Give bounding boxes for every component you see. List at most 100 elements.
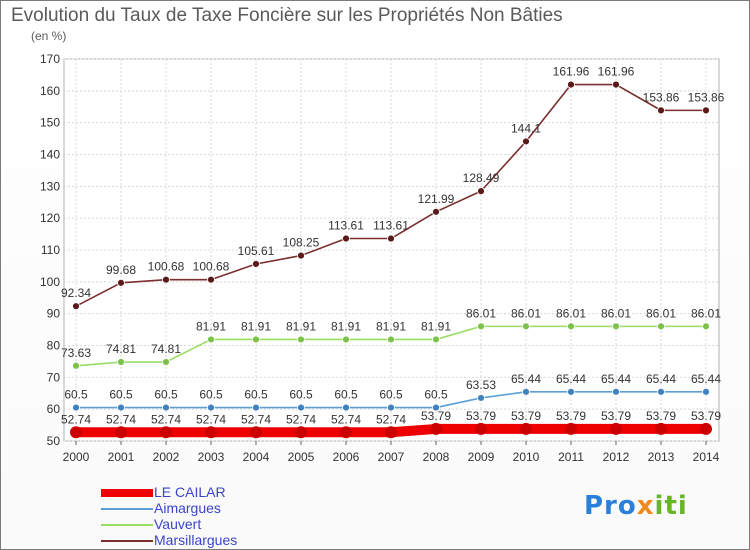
data-label: 53.79: [601, 409, 631, 423]
data-label: 53.79: [421, 409, 451, 423]
data-point: [387, 234, 395, 243]
y-tick-label: 170: [40, 52, 60, 66]
data-label: 86.01: [466, 306, 496, 320]
data-label: 86.01: [601, 306, 631, 320]
y-tick-label: 80: [47, 339, 61, 353]
data-label: 153.86: [688, 90, 725, 104]
data-point: [655, 422, 667, 435]
x-tick-label: 2006: [333, 450, 360, 464]
data-point: [72, 302, 80, 311]
data-point: [567, 322, 575, 331]
data-label: 52.74: [286, 412, 316, 426]
x-tick-label: 2000: [63, 450, 90, 464]
data-label: 86.01: [556, 306, 586, 320]
data-point: [612, 322, 620, 331]
data-point: [115, 426, 127, 439]
y-tick-label: 130: [40, 179, 60, 193]
x-tick-label: 2011: [558, 450, 584, 464]
y-tick-label: 70: [47, 370, 61, 384]
data-label: 81.91: [376, 319, 406, 333]
data-point: [295, 426, 307, 439]
data-point: [475, 422, 487, 435]
chart-title: Evolution du Taux de Taxe Foncière sur l…: [11, 5, 563, 26]
y-tick-label: 90: [47, 307, 61, 321]
data-point: [610, 422, 622, 435]
data-label: 81.91: [286, 319, 316, 333]
data-point: [522, 387, 530, 396]
data-point: [565, 422, 577, 435]
y-tick-label: 120: [40, 211, 60, 225]
x-tick-label: 2010: [513, 450, 540, 464]
data-point: [702, 106, 710, 115]
data-point: [72, 361, 80, 370]
data-point: [117, 358, 125, 366]
data-label: 121.99: [418, 192, 455, 206]
y-tick-label: 110: [41, 243, 60, 257]
data-point: [522, 322, 530, 331]
data-point: [567, 80, 575, 89]
y-tick-label: 50: [47, 434, 61, 448]
data-label: 81.91: [421, 319, 451, 333]
data-point: [207, 403, 215, 412]
data-label: 60.5: [154, 388, 178, 402]
data-label: 53.79: [556, 409, 586, 423]
data-point: [477, 394, 485, 402]
data-label: 100.68: [148, 260, 185, 274]
legend-label: LE CAILAR: [154, 484, 226, 500]
data-point: [250, 426, 262, 439]
x-tick-label: 2012: [603, 450, 630, 464]
data-point: [342, 234, 350, 243]
x-tick-label: 2005: [288, 450, 315, 464]
data-point: [207, 275, 215, 284]
data-point: [430, 422, 442, 435]
legend-swatch: [101, 508, 153, 510]
x-tick-label: 2008: [423, 450, 450, 464]
data-label: 161.96: [598, 65, 635, 79]
data-point: [520, 422, 532, 435]
data-point: [297, 403, 305, 412]
data-label: 65.44: [601, 372, 631, 386]
legend-swatch: [101, 489, 153, 497]
data-label: 60.5: [244, 388, 268, 402]
data-label: 113.61: [328, 219, 364, 233]
data-label: 52.74: [151, 412, 181, 426]
data-point: [432, 403, 440, 412]
y-tick-label: 140: [40, 148, 60, 162]
data-label: 92.34: [61, 286, 91, 300]
data-label: 74.81: [106, 342, 136, 356]
data-point: [387, 403, 395, 412]
x-tick-label: 2014: [693, 450, 720, 464]
data-point: [432, 335, 440, 344]
data-point: [297, 251, 305, 260]
data-point: [297, 335, 305, 344]
data-label: 65.44: [691, 372, 721, 386]
data-label: 100.68: [193, 260, 230, 274]
y-tick-label: 160: [40, 84, 60, 98]
data-point: [567, 387, 575, 396]
x-tick-label: 2007: [378, 450, 405, 464]
data-label: 105.61: [238, 244, 275, 258]
data-label: 52.74: [61, 412, 91, 426]
data-point: [252, 335, 260, 344]
data-point: [477, 187, 485, 196]
data-point: [72, 403, 80, 412]
x-tick-label: 2004: [243, 450, 270, 464]
data-label: 52.74: [106, 412, 136, 426]
legend-swatch: [101, 540, 153, 542]
data-label: 86.01: [691, 306, 721, 320]
data-label: 74.81: [151, 342, 181, 356]
data-point: [207, 335, 215, 344]
data-label: 128.49: [463, 171, 500, 185]
legend-swatch: [101, 524, 153, 526]
data-point: [342, 335, 350, 344]
data-point: [657, 106, 665, 115]
y-tick-label: 60: [47, 402, 61, 416]
data-label: 63.53: [466, 378, 496, 392]
data-label: 161.96: [553, 65, 590, 79]
data-point: [160, 426, 172, 439]
data-point: [522, 137, 530, 146]
data-point: [117, 278, 125, 287]
data-label: 53.79: [466, 409, 496, 423]
data-label: 113.61: [373, 219, 409, 233]
